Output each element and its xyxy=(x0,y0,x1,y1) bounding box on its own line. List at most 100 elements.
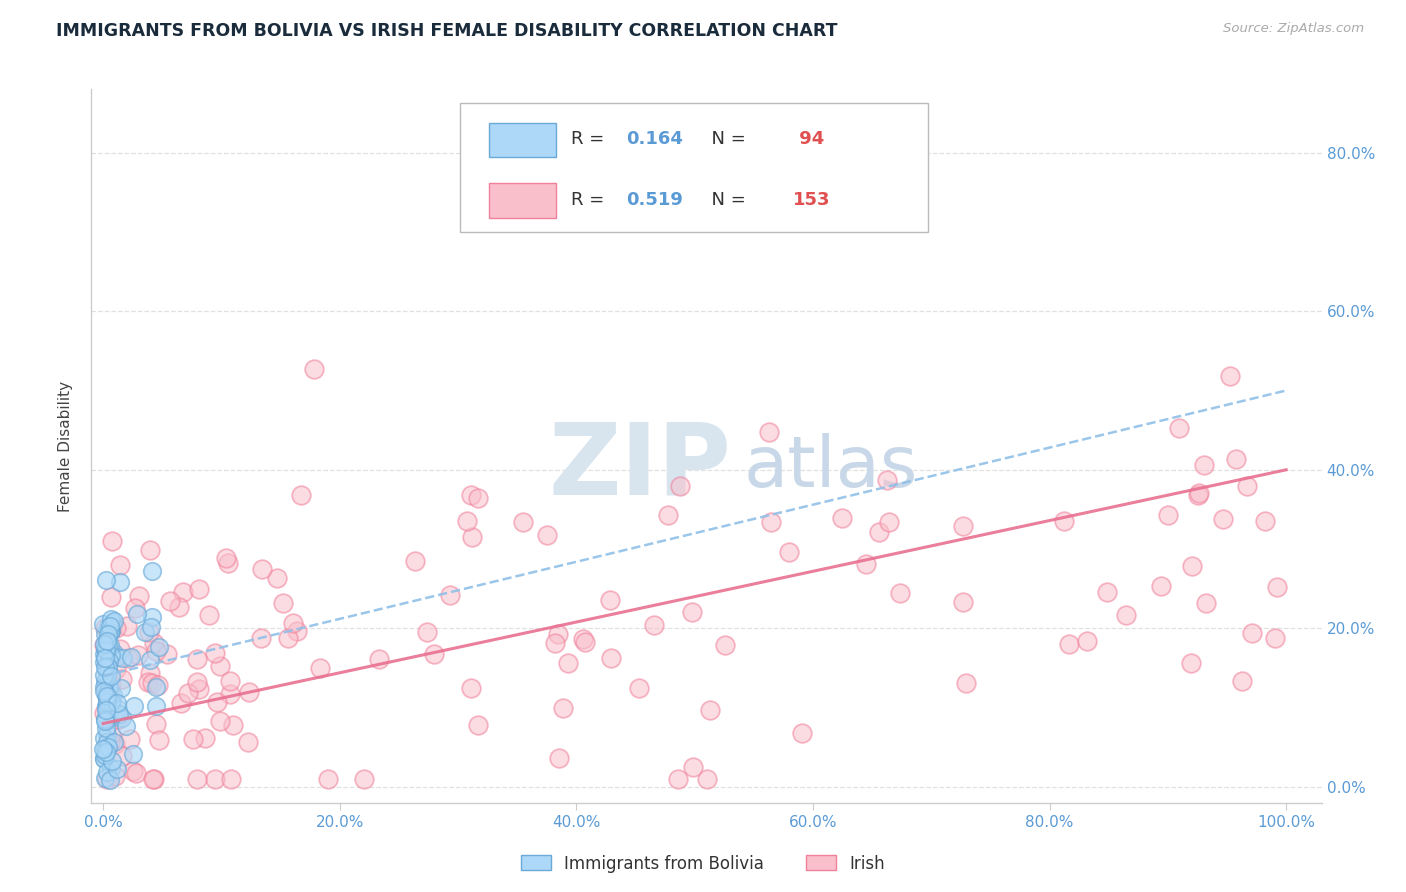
Point xyxy=(96,637,118,651)
Point xyxy=(94,740,117,755)
Point xyxy=(105,696,128,710)
Point xyxy=(681,605,703,619)
Point xyxy=(94,721,117,735)
Point xyxy=(142,772,165,786)
Point xyxy=(96,657,118,672)
Point xyxy=(1157,508,1180,522)
Point xyxy=(98,625,121,640)
Point xyxy=(101,533,124,548)
Point xyxy=(91,742,114,756)
Point xyxy=(1219,368,1241,383)
Point xyxy=(139,665,162,680)
Point xyxy=(100,648,122,662)
Point xyxy=(308,661,330,675)
Point xyxy=(110,681,132,696)
Point xyxy=(93,680,115,694)
Point xyxy=(93,638,115,652)
Point xyxy=(512,515,534,529)
Point xyxy=(222,717,245,731)
Point xyxy=(186,772,208,786)
Point xyxy=(1264,632,1286,646)
Point xyxy=(94,681,117,696)
Point xyxy=(439,588,461,602)
Point xyxy=(219,687,242,701)
Point xyxy=(574,634,596,648)
Point xyxy=(100,624,122,638)
Point xyxy=(104,662,127,676)
Point xyxy=(236,735,259,749)
Point xyxy=(101,616,124,631)
Point xyxy=(1059,637,1081,651)
Point xyxy=(889,586,911,600)
Point xyxy=(115,619,138,633)
Point xyxy=(215,551,238,566)
Point xyxy=(124,601,146,615)
Point xyxy=(955,675,977,690)
Point xyxy=(93,706,115,720)
Point xyxy=(1150,579,1173,593)
Bar xyxy=(489,184,557,218)
Point xyxy=(93,684,115,698)
Point xyxy=(100,677,122,691)
Point xyxy=(94,700,117,714)
Point xyxy=(94,688,117,702)
Text: IMMIGRANTS FROM BOLIVIA VS IRISH FEMALE DISABILITY CORRELATION CHART: IMMIGRANTS FROM BOLIVIA VS IRISH FEMALE … xyxy=(56,22,838,40)
Point xyxy=(104,712,127,726)
Point xyxy=(204,646,226,660)
Point xyxy=(97,682,120,697)
Point xyxy=(100,590,122,604)
Point xyxy=(100,624,122,638)
Point xyxy=(194,731,217,746)
Point xyxy=(404,554,426,568)
Point xyxy=(266,571,288,585)
Point xyxy=(103,735,125,749)
Legend: Immigrants from Bolivia, Irish: Immigrants from Bolivia, Irish xyxy=(515,848,891,880)
Point xyxy=(100,761,122,775)
Point xyxy=(1240,625,1263,640)
Point xyxy=(1181,559,1204,574)
Point xyxy=(547,627,569,641)
Point xyxy=(1053,514,1076,528)
Y-axis label: Female Disability: Female Disability xyxy=(58,380,73,512)
Point xyxy=(219,673,242,688)
Point xyxy=(143,636,166,650)
Point xyxy=(1236,479,1258,493)
Point xyxy=(110,558,132,572)
Point xyxy=(96,727,118,741)
Point xyxy=(1187,488,1209,502)
Point xyxy=(98,654,121,668)
Point xyxy=(139,653,162,667)
Point xyxy=(97,679,120,693)
Point xyxy=(108,706,131,721)
Point xyxy=(281,616,304,631)
Point xyxy=(96,700,118,714)
Point xyxy=(136,674,159,689)
Point xyxy=(127,648,149,663)
Point xyxy=(778,545,800,559)
Point xyxy=(699,702,721,716)
Point xyxy=(139,620,162,634)
Point xyxy=(467,718,489,732)
Point xyxy=(111,672,134,686)
FancyBboxPatch shape xyxy=(460,103,928,232)
Point xyxy=(209,658,232,673)
Point xyxy=(107,702,129,716)
Point xyxy=(547,751,569,765)
Point xyxy=(98,625,121,640)
Point xyxy=(97,627,120,641)
Point xyxy=(101,754,124,768)
Point xyxy=(416,624,439,639)
Point xyxy=(94,687,117,701)
Point xyxy=(1188,485,1211,500)
Point xyxy=(94,714,117,729)
Point xyxy=(877,515,900,529)
Point xyxy=(696,772,718,786)
Point xyxy=(1168,421,1191,435)
Point xyxy=(94,748,117,763)
Point xyxy=(104,769,127,783)
Point xyxy=(96,688,118,702)
Point xyxy=(117,650,139,665)
Point xyxy=(186,652,208,666)
Point xyxy=(96,656,118,670)
Point xyxy=(111,748,134,763)
